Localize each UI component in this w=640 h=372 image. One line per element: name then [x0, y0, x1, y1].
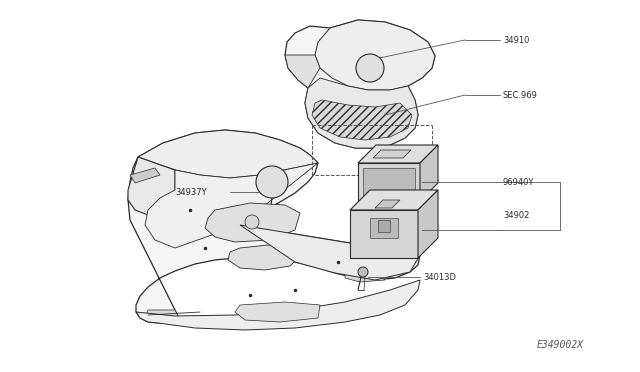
Text: SEC.969: SEC.969: [503, 90, 538, 99]
Polygon shape: [285, 55, 320, 88]
Polygon shape: [350, 210, 418, 258]
Polygon shape: [373, 150, 411, 158]
Circle shape: [256, 166, 288, 198]
Polygon shape: [315, 20, 435, 90]
Polygon shape: [358, 145, 438, 163]
Text: 96940Y: 96940Y: [503, 177, 534, 186]
Circle shape: [356, 54, 384, 82]
Polygon shape: [128, 130, 420, 323]
Polygon shape: [363, 168, 415, 196]
Circle shape: [245, 215, 259, 229]
Polygon shape: [345, 272, 385, 282]
Polygon shape: [285, 20, 435, 148]
Polygon shape: [235, 302, 320, 322]
Polygon shape: [370, 218, 398, 238]
Polygon shape: [205, 203, 300, 242]
Polygon shape: [420, 145, 438, 201]
Polygon shape: [136, 280, 420, 330]
Polygon shape: [138, 130, 318, 178]
Polygon shape: [305, 78, 418, 148]
Polygon shape: [130, 168, 160, 183]
Polygon shape: [145, 163, 318, 248]
Text: E349002X: E349002X: [536, 340, 584, 350]
Polygon shape: [378, 220, 390, 232]
Polygon shape: [128, 157, 175, 215]
Polygon shape: [228, 245, 300, 270]
Polygon shape: [375, 200, 400, 208]
Polygon shape: [312, 100, 412, 140]
Polygon shape: [418, 190, 438, 258]
Text: 34910: 34910: [503, 35, 529, 45]
Polygon shape: [350, 190, 438, 210]
Circle shape: [358, 267, 368, 277]
Text: 34013D: 34013D: [423, 273, 456, 282]
Polygon shape: [145, 310, 180, 322]
Polygon shape: [240, 225, 420, 280]
Text: 34902: 34902: [503, 211, 529, 219]
Polygon shape: [358, 163, 420, 201]
Text: 34937Y: 34937Y: [175, 187, 207, 196]
